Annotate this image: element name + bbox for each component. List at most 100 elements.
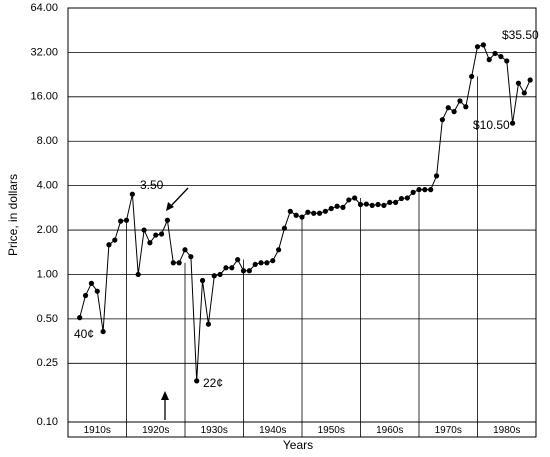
data-point (118, 218, 124, 224)
data-point (94, 288, 100, 294)
data-point (521, 90, 527, 96)
data-point (375, 201, 381, 208)
data-point (176, 260, 182, 266)
y-tick-label: 0.50 (37, 313, 58, 325)
data-point (270, 258, 276, 264)
data-point (451, 109, 457, 115)
x-tick-label: 1940s (259, 425, 286, 436)
data-point (246, 268, 252, 274)
data-point (486, 57, 492, 63)
data-point (287, 208, 293, 214)
data-point (416, 187, 422, 193)
data-point (363, 201, 369, 207)
data-point (334, 203, 340, 209)
y-tick-label: 16.00 (30, 91, 58, 103)
y-tick-label: 64.00 (30, 2, 58, 14)
data-point (106, 242, 112, 248)
data-point (404, 195, 410, 201)
price-line (79, 44, 531, 381)
data-point (393, 199, 399, 205)
data-point (492, 50, 498, 57)
data-point (311, 210, 317, 216)
y-tick-label: 1.00 (37, 268, 58, 280)
data-point (235, 257, 241, 263)
data-point (229, 265, 235, 271)
y-tick-label: 4.00 (37, 180, 58, 192)
data-point (515, 80, 522, 86)
data-point (112, 237, 118, 243)
data-point (240, 268, 247, 274)
data-point (252, 261, 258, 268)
arrow-head (161, 391, 169, 400)
data-point (77, 315, 83, 321)
data-point (135, 271, 141, 278)
data-point (299, 214, 305, 220)
x-tick-label: 1970s (435, 425, 462, 436)
data-point (445, 105, 451, 111)
data-point (474, 44, 481, 50)
data-point (369, 202, 375, 208)
data-point (194, 378, 200, 384)
data-point (153, 232, 159, 238)
data-point (164, 217, 171, 223)
annotation: 22¢ (203, 376, 223, 390)
x-tick-label: 1910s (84, 425, 111, 436)
data-point (352, 195, 358, 201)
data-point (316, 210, 323, 216)
data-point (223, 265, 229, 271)
y-tick-label: 0.25 (37, 357, 58, 369)
data-point (340, 204, 346, 210)
data-point (463, 104, 469, 110)
data-point (346, 197, 352, 203)
data-point (217, 271, 223, 278)
data-point (305, 209, 311, 215)
data-point (258, 260, 264, 266)
data-point (480, 42, 486, 48)
data-point (276, 247, 282, 253)
data-point (170, 260, 176, 266)
data-point (199, 277, 206, 284)
annotation: $35.50 (502, 28, 539, 42)
data-point (498, 53, 504, 60)
x-tick-label: 1960s (376, 425, 403, 436)
x-tick-label: 1930s (201, 425, 228, 436)
x-axis-label: Years (283, 438, 313, 452)
data-point (357, 201, 364, 208)
data-point (82, 292, 89, 299)
data-point (398, 195, 405, 202)
data-point (527, 77, 533, 83)
data-point (129, 191, 135, 197)
data-point (182, 247, 188, 253)
annotation: 40¢ (74, 327, 94, 341)
y-tick-label: 8.00 (37, 135, 58, 147)
data-point (457, 98, 463, 104)
annotation: $10.50 (473, 118, 510, 132)
arrow-head (166, 202, 174, 211)
arrow (169, 187, 189, 208)
data-point (123, 217, 130, 223)
x-tick-label: 1980s (493, 425, 520, 436)
data-point (433, 173, 440, 179)
y-tick-label: 0.10 (37, 416, 58, 428)
data-point (381, 202, 387, 208)
data-point (322, 208, 328, 214)
data-point (211, 273, 217, 279)
data-point (188, 254, 194, 260)
data-point (422, 187, 428, 193)
data-point (159, 231, 165, 237)
data-point (328, 205, 334, 212)
x-tick-label: 1920s (142, 425, 169, 436)
data-point (439, 117, 445, 123)
data-point (509, 120, 516, 126)
data-point (469, 73, 475, 80)
data-point (264, 260, 270, 266)
x-tick-label: 1950s (318, 425, 345, 436)
data-point (205, 321, 211, 327)
data-point (88, 280, 94, 286)
data-point (504, 58, 510, 64)
y-tick-label: 2.00 (37, 224, 58, 236)
data-point (281, 225, 288, 231)
data-point (428, 187, 434, 193)
annotation: 3.50 (140, 178, 164, 192)
data-point (147, 240, 153, 246)
